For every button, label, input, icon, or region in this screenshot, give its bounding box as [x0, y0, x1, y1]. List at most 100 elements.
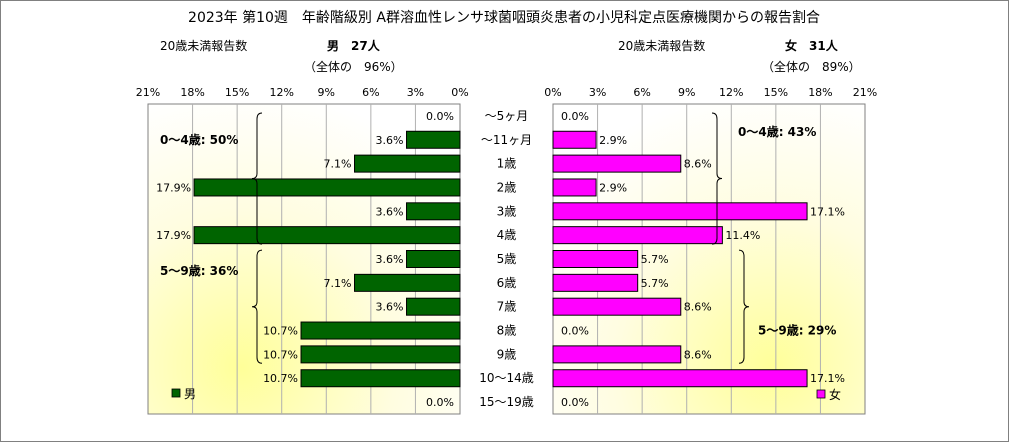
female-legend: 女	[816, 387, 841, 402]
female-data-label: 0.0%	[561, 110, 589, 123]
female-annotation-brace	[738, 249, 750, 364]
male-x-tick-label: 0%	[451, 86, 468, 99]
male-data-label: 10.7%	[263, 325, 298, 338]
female-bar	[552, 154, 682, 173]
female-header-left: 20歳未満報告数	[618, 38, 705, 53]
female-data-label: 17.1%	[810, 372, 845, 385]
male-legend-label: 男	[184, 387, 196, 401]
category-labels: ～5ヶ月 ～11ヶ月 1歳 2歳 3歳 4歳 5歳 6歳 7歳 8歳 9歳 10～14歳 15～19歳	[479, 109, 534, 409]
female-legend-label: 女	[829, 387, 841, 402]
female-annotation-label: 0～4歳: 43%	[738, 124, 816, 139]
male-x-tick-label: 6%	[362, 86, 379, 99]
male-x-tick-label: 15%	[225, 86, 249, 99]
category-label: 9歳	[497, 347, 517, 361]
male-annotation-label: 0～4歳: 50%	[160, 132, 238, 147]
male-data-label: 3.6%	[376, 301, 404, 314]
female-legend-swatch	[816, 389, 826, 399]
male-x-tick-label: 12%	[269, 86, 293, 99]
male-annotation-brace	[251, 112, 263, 245]
female-x-tick-label: 3%	[589, 86, 606, 99]
female-x-tick-label: 9%	[678, 86, 695, 99]
female-subheader: （全体の 89%）	[762, 59, 861, 74]
male-data-label: 0.0%	[426, 110, 454, 123]
male-bar	[300, 369, 461, 388]
male-header-left: 20歳未満報告数	[160, 38, 247, 53]
category-label: 15～19歳	[479, 395, 534, 409]
female-data-label: 8.6%	[684, 158, 712, 171]
male-data-label: 7.1%	[324, 277, 352, 290]
category-label: ～11ヶ月	[481, 133, 532, 147]
female-x-tick-label: 18%	[808, 86, 832, 99]
male-data-label: 0.0%	[426, 396, 454, 409]
male-x-tick-label: 18%	[180, 86, 204, 99]
female-bar	[552, 297, 682, 316]
category-label: 6歳	[497, 276, 517, 290]
female-bar	[552, 226, 723, 245]
female-bar	[552, 250, 639, 268]
chart-title: 2023年 第10週 年齢階級別 A群溶血性レンサ球菌咽頭炎患者の小児科定点医療…	[188, 9, 820, 26]
male-x-tick-label: 21%	[136, 86, 160, 99]
male-data-label: 10.7%	[263, 372, 298, 385]
female-x-tick-label: 0%	[544, 86, 561, 99]
male-data-label: 10.7%	[263, 348, 298, 361]
male-bar	[406, 202, 461, 221]
female-x-tick-label: 15%	[764, 86, 788, 99]
male-bar	[406, 130, 461, 149]
age-group-annotations: 0～4歳: 50% 5～9歳: 36% 0～4歳: 43% 5～9歳: 29%	[160, 112, 836, 364]
female-x-tick-label: 12%	[719, 86, 743, 99]
male-legend: 男	[171, 387, 196, 401]
male-bar	[406, 250, 461, 268]
category-label: 5歳	[497, 252, 517, 266]
female-data-label: 8.6%	[684, 301, 712, 314]
female-annotation-brace	[711, 112, 723, 245]
male-x-tick-label: 3%	[407, 86, 424, 99]
male-bar	[193, 226, 461, 245]
male-bar	[300, 321, 461, 340]
female-bar	[552, 273, 639, 292]
female-annotation-label: 5～9歳: 29%	[758, 323, 836, 338]
category-label: 2歳	[497, 180, 517, 194]
category-label: 4歳	[497, 228, 517, 242]
male-data-label: 7.1%	[324, 158, 352, 171]
male-header: 20歳未満報告数 男 27人 （全体の 96%）	[160, 38, 403, 74]
female-bar	[552, 130, 597, 149]
female-bar	[552, 202, 808, 221]
male-data-label: 3.6%	[376, 253, 404, 266]
category-label: 10～14歳	[479, 371, 534, 385]
x-axis-ticks: 0% 0% 3% 3% 6% 6% 9% 9% 12% 12% 15% 15% 18% 18% 21% 21%	[136, 86, 877, 99]
female-bar	[552, 178, 597, 197]
male-x-tick-label: 9%	[318, 86, 335, 99]
male-bar	[406, 297, 461, 316]
female-x-tick-label: 6%	[633, 86, 650, 99]
category-label: ～5ヶ月	[485, 109, 529, 123]
category-label: 3歳	[497, 204, 517, 218]
male-subheader: （全体の 96%）	[304, 59, 403, 74]
male-bar	[354, 154, 461, 173]
category-label: 8歳	[497, 324, 517, 338]
female-header: 20歳未満報告数 女 31人 （全体の 89%）	[618, 38, 861, 74]
female-data-label: 5.7%	[641, 253, 669, 266]
male-annotation-label: 5～9歳: 36%	[160, 263, 238, 278]
female-data-label: 0.0%	[561, 396, 589, 409]
female-data-label: 2.9%	[599, 134, 627, 147]
female-x-tick-label: 21%	[853, 86, 877, 99]
male-bar	[300, 345, 461, 364]
female-bar	[552, 369, 808, 388]
female-header-right: 女 31人	[785, 38, 839, 53]
male-annotation-brace	[251, 249, 263, 364]
male-bar	[193, 178, 461, 197]
male-data-label: 17.9%	[156, 181, 191, 194]
category-label: 1歳	[497, 157, 517, 171]
female-data-label: 2.9%	[599, 181, 627, 194]
female-data-label: 8.6%	[684, 348, 712, 361]
female-data-label: 11.4%	[725, 229, 760, 242]
male-data-label: 3.6%	[376, 134, 404, 147]
male-header-right: 男 27人	[327, 38, 381, 53]
female-data-label: 5.7%	[641, 277, 669, 290]
female-data-label: 17.1%	[810, 205, 845, 218]
male-bar	[354, 273, 461, 292]
female-bar	[552, 345, 682, 364]
category-label: 7歳	[497, 300, 517, 314]
bars: 0.0% 0.0% 3.6% 2.9% 7.1% 8.6% 17.9% 2.9% 3.6% 17.…	[156, 110, 845, 409]
male-data-label: 3.6%	[376, 205, 404, 218]
